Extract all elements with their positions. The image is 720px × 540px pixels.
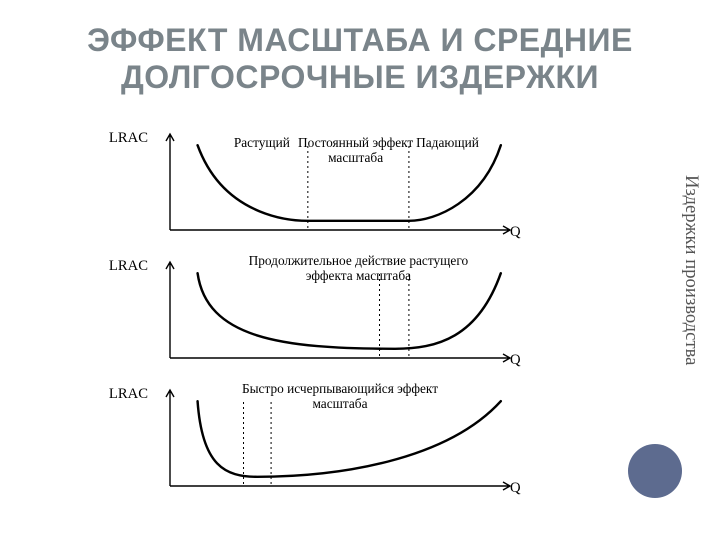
chart-3: Быстро исчерпывающийся эффект масштаба L… (150, 386, 520, 496)
chart-3-y-label: LRAC (102, 386, 148, 402)
title-line-1: ЭФФЕКТ МАСШТАБА И СРЕДНИЕ (87, 22, 633, 58)
decorative-circle-icon (628, 444, 682, 498)
chart1-annotation-2: Падающий (403, 136, 493, 151)
chart1-annotation-0: Растущий (217, 136, 307, 151)
chart-1: РастущийПостоянный эффект масштабаПадающ… (150, 130, 520, 240)
chart1-annotation-1: Постоянный эффект масштаба (296, 136, 416, 165)
chart-1-x-label: Q (510, 224, 530, 240)
chart-1-y-label: LRAC (102, 130, 148, 146)
chart-2-y-label: LRAC (102, 258, 148, 274)
title-line-2: ДОЛГОСРОЧНЫЕ ИЗДЕРЖКИ (121, 59, 599, 95)
chart2-annotation-0: Продолжительное действие растущего эффек… (248, 254, 468, 283)
slide-title: ЭФФЕКТ МАСШТАБА И СРЕДНИЕ ДОЛГОСРОЧНЫЕ И… (0, 22, 720, 96)
slide: ЭФФЕКТ МАСШТАБА И СРЕДНИЕ ДОЛГОСРОЧНЫЕ И… (0, 0, 720, 540)
chart-2-x-label: Q (510, 352, 530, 368)
chart-2: Продолжительное действие растущего эффек… (150, 258, 520, 368)
chart3-annotation-0: Быстро исчерпывающийся эффект масштаба (220, 382, 460, 411)
chart-3-x-label: Q (510, 480, 530, 496)
side-caption: Издержки производства (680, 175, 702, 365)
